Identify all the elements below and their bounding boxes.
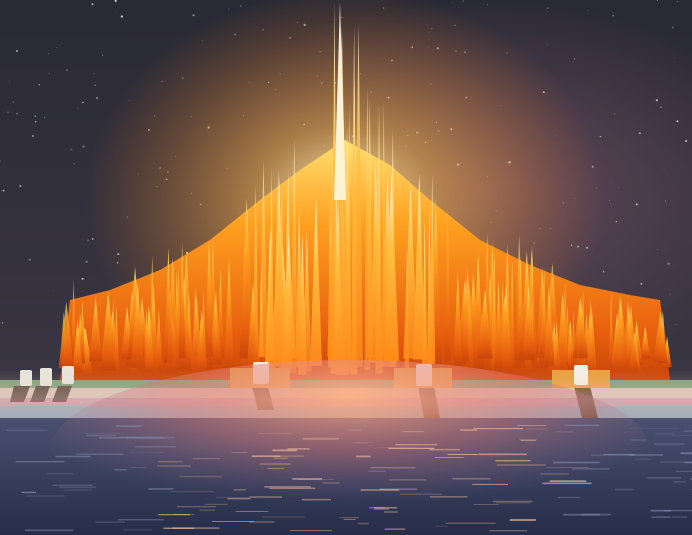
star — [547, 7, 548, 8]
star — [16, 50, 18, 52]
star — [685, 140, 687, 142]
star — [193, 14, 195, 16]
star — [588, 10, 589, 11]
star — [70, 149, 72, 151]
star — [547, 45, 548, 46]
star — [39, 84, 41, 86]
star — [115, 0, 117, 2]
star — [657, 249, 658, 250]
star — [228, 9, 229, 10]
star — [32, 135, 34, 137]
star — [35, 121, 36, 122]
star — [94, 84, 96, 86]
star — [574, 58, 575, 59]
star — [676, 324, 677, 325]
star — [453, 2, 454, 3]
star — [660, 107, 661, 108]
star — [676, 120, 678, 122]
star — [78, 108, 79, 109]
star — [667, 262, 669, 264]
star — [53, 290, 54, 291]
star — [3, 190, 5, 192]
star — [677, 1, 678, 2]
star — [603, 271, 604, 272]
star — [48, 53, 49, 54]
star — [56, 47, 57, 48]
star — [7, 111, 9, 113]
star — [463, 1, 464, 2]
star — [636, 203, 638, 205]
star — [35, 115, 36, 116]
star — [640, 283, 642, 285]
star — [93, 73, 94, 74]
star — [92, 3, 94, 5]
star — [639, 132, 641, 134]
star — [9, 81, 10, 82]
star — [44, 117, 45, 118]
star — [16, 113, 18, 115]
star — [612, 15, 614, 17]
star — [614, 113, 615, 114]
star — [116, 12, 117, 13]
star — [19, 185, 21, 187]
star — [73, 163, 74, 164]
star — [618, 187, 619, 188]
star — [12, 101, 14, 103]
star — [87, 239, 89, 241]
water-reflection — [50, 360, 650, 535]
star — [2, 322, 4, 324]
star — [29, 259, 31, 261]
star — [656, 99, 658, 101]
star — [82, 278, 84, 280]
star — [85, 261, 87, 263]
star — [121, 15, 123, 17]
star — [600, 136, 601, 137]
star — [665, 200, 666, 201]
star — [616, 221, 617, 222]
star — [672, 26, 674, 28]
star — [657, 0, 658, 1]
star — [82, 145, 84, 147]
star — [664, 169, 665, 170]
star — [609, 200, 610, 201]
star — [49, 73, 50, 74]
star — [487, 4, 488, 5]
star — [240, 5, 241, 6]
star — [66, 69, 68, 71]
star — [96, 97, 98, 99]
star — [669, 294, 670, 295]
star — [102, 55, 103, 56]
star — [674, 58, 675, 59]
star — [82, 102, 83, 103]
